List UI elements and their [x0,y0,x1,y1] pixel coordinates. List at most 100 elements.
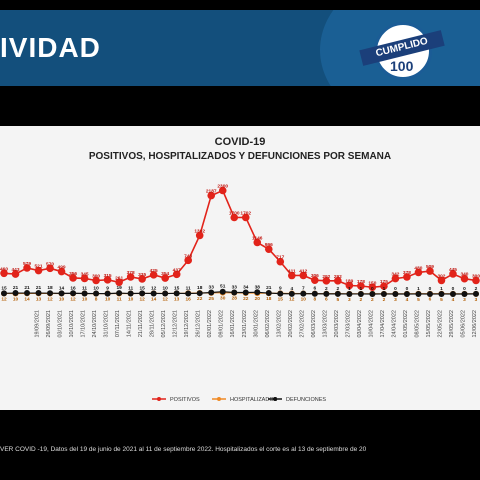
data-point-defunciones [35,290,42,297]
data-label-hospitalizados: 16 [186,296,192,302]
data-point-positivos [334,277,342,285]
data-point-defunciones [415,290,422,297]
data-point-positivos [115,278,123,287]
x-tick-label: 31/10/2021 [104,310,110,338]
data-label-hospitalizados: 11 [117,297,122,303]
x-tick-label: 01/05/2022 [403,310,409,338]
data-point-positivos [218,186,227,195]
data-label-defunciones: 7 [302,286,305,292]
data-label-defunciones: 51 [220,284,226,290]
data-label-hospitalizados: 14 [151,296,157,302]
data-point-defunciones [403,291,410,297]
data-label-positivos: 748 [184,253,192,259]
data-label-defunciones: 2 [325,286,328,292]
data-point-positivos [11,270,20,278]
data-label-hospitalizados: 5 [417,297,420,303]
data-label-positivos: 1700 [229,211,240,217]
data-label-hospitalizados: 22 [243,296,249,302]
x-tick-label: 23/01/2022 [242,310,248,338]
x-tick-label: 20/03/2022 [334,310,340,338]
data-label-hospitalizados: 12 [47,296,53,302]
legend-marker [217,397,221,401]
data-label-defunciones: 21 [24,285,30,291]
data-point-positivos [426,267,434,275]
data-point-positivos [472,276,480,285]
data-label-defunciones: 15 [1,285,7,291]
data-label-positivos: 175 [380,279,388,285]
data-point-positivos [403,273,411,281]
data-label-positivos: 570 [46,261,54,267]
data-point-defunciones [139,290,146,297]
data-label-hospitalizados: 2 [383,297,386,303]
x-tick-label: 17/04/2022 [380,310,386,338]
legend-marker [273,397,277,401]
data-point-positivos [69,274,77,282]
data-point-defunciones [300,290,307,297]
x-tick-label: 05/12/2021 [161,310,167,338]
data-point-positivos [34,266,43,275]
data-point-positivos [368,283,377,292]
data-label-hospitalizados: 5 [440,297,443,303]
data-label-defunciones: 2 [475,286,478,292]
x-tick-label: 02/01/2022 [207,310,213,338]
data-point-defunciones [127,290,134,297]
badge-number: 100 [390,58,414,74]
data-label-defunciones: 15 [174,285,180,291]
chart-subtitle: POSITIVOS, HOSPITALIZADOS Y DEFUNCIONES … [88,151,392,162]
legend-entry: DEFUNCIONES [286,397,326,403]
x-tick-label: 10/10/2021 [69,310,75,338]
x-tick-label: 16/01/2022 [230,310,236,338]
x-tick-label: 19/09/2021 [35,310,41,338]
data-label-positivos: 150 [368,280,376,286]
data-label-defunciones: 0 [463,286,466,292]
data-label-hospitalizados: 6 [325,297,328,303]
data-point-positivos [172,270,181,279]
data-point-positivos [149,271,158,279]
data-label-positivos: 345 [81,271,89,277]
data-label-defunciones: 6 [313,286,316,292]
data-label-positivos: 2187 [206,189,217,195]
data-point-defunciones [219,288,226,295]
data-point-positivos [253,238,262,247]
slide-title: IVIDAD [0,32,101,63]
chart-panel [0,126,480,410]
x-tick-label: 24/04/2022 [391,310,397,338]
data-point-defunciones [254,289,261,296]
data-label-defunciones: 9 [106,286,109,292]
x-tick-label: 28/11/2021 [150,310,156,337]
x-tick-label: 06/02/2022 [265,310,271,338]
data-label-positivos: 292 [334,274,342,280]
data-label-hospitalizados: 10 [105,297,111,303]
data-label-positivos: 1146 [252,235,263,241]
x-tick-label: 26/09/2021 [46,310,52,338]
data-label-hospitalizados: 13 [36,296,42,302]
x-tick-label: 17/10/2021 [81,310,87,338]
data-label-positivos: 178 [357,279,365,285]
data-label-hospitalizados: 14 [24,296,30,302]
covid-chart: 19/09/2021 26/09/2021 03/10/2021 10/10/2021… [0,184,480,404]
data-label-defunciones: 33 [209,285,215,291]
data-label-hospitalizados: 3 [475,297,478,303]
data-label-positivos: 1302 [194,228,205,234]
data-label-hospitalizados: 28 [232,296,238,302]
data-point-defunciones [311,290,318,297]
data-point-positivos [288,271,296,280]
chart-title: COVID-19 [214,136,266,148]
data-point-positivos [207,191,216,200]
data-point-positivos [311,276,319,285]
x-tick-label: 03/04/2022 [357,310,363,338]
data-label-positivos: 579 [23,261,31,267]
data-label-defunciones: 1 [383,286,386,292]
data-label-hospitalizados: 12 [139,296,145,302]
data-point-positivos [437,276,446,285]
data-label-defunciones: 19 [116,285,122,291]
data-label-hospitalizados: 12 [289,296,295,302]
data-point-defunciones [461,291,468,297]
data-label-positivos: 189 [345,278,353,284]
data-label-defunciones: 34 [243,284,249,290]
data-point-defunciones [438,290,445,297]
data-label-defunciones: 1 [417,286,420,292]
data-point-defunciones [288,290,295,297]
data-point-defunciones [185,290,192,297]
data-point-defunciones [58,290,65,297]
